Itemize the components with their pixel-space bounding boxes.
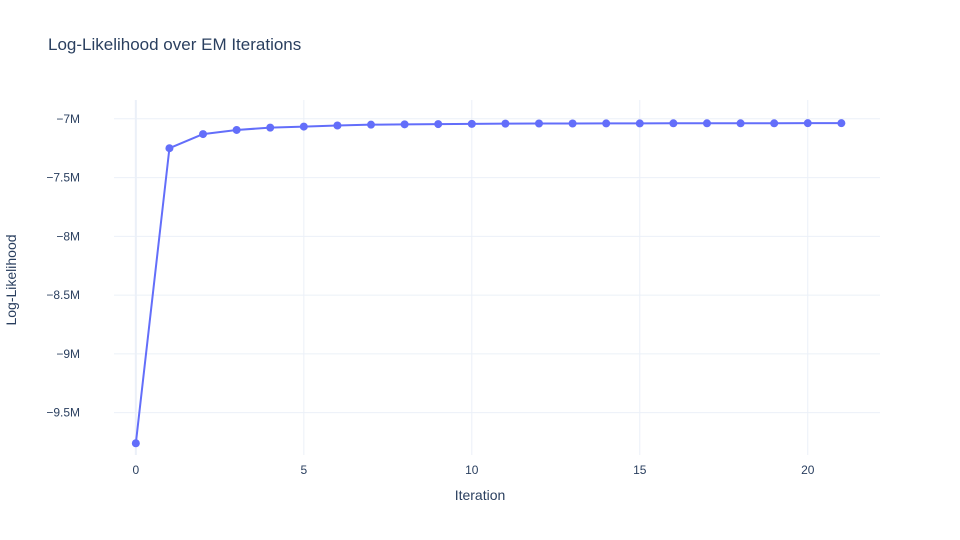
data-point[interactable]: [568, 119, 577, 128]
data-point[interactable]: [837, 119, 846, 128]
data-point[interactable]: [299, 122, 308, 131]
chart-title: Log-Likelihood over EM Iterations: [48, 35, 301, 54]
y-tick-label: −9M: [56, 347, 80, 361]
data-point[interactable]: [367, 120, 376, 129]
y-axis-title: Log-Likelihood: [3, 234, 19, 325]
data-point[interactable]: [501, 119, 510, 128]
data-point[interactable]: [467, 119, 476, 128]
data-point[interactable]: [434, 120, 443, 129]
grid: [114, 100, 880, 455]
data-point[interactable]: [131, 439, 140, 448]
data-point[interactable]: [803, 119, 812, 128]
x-tick-label: 15: [633, 463, 647, 477]
data-point[interactable]: [669, 119, 678, 128]
data-point[interactable]: [232, 125, 241, 134]
data-point[interactable]: [602, 119, 611, 128]
data-point[interactable]: [165, 144, 174, 153]
data-point[interactable]: [199, 130, 208, 139]
x-tick-label: 20: [801, 463, 815, 477]
y-tick-label: −8M: [56, 229, 80, 243]
data-point[interactable]: [702, 119, 711, 128]
axes: −9.5M −9M −8.5M −8M −7.5M −7M 0 5 10 15 20: [46, 112, 814, 477]
data-point[interactable]: [736, 119, 745, 128]
data-point[interactable]: [400, 120, 409, 129]
x-tick-label: 10: [465, 463, 479, 477]
data-point[interactable]: [534, 119, 543, 128]
y-tick-label: −9.5M: [46, 406, 80, 420]
series-layer: [131, 119, 846, 448]
x-axis-title: Iteration: [455, 487, 506, 503]
series-line: [134, 122, 842, 444]
data-point[interactable]: [333, 121, 342, 130]
data-point[interactable]: [266, 123, 275, 132]
y-tick-label: −8.5M: [46, 288, 80, 302]
x-tick-label: 5: [300, 463, 307, 477]
x-tick-label: 0: [132, 463, 139, 477]
data-point[interactable]: [770, 119, 779, 128]
y-tick-label: −7.5M: [46, 171, 80, 185]
y-tick-label: −7M: [56, 112, 80, 126]
data-point[interactable]: [635, 119, 644, 128]
